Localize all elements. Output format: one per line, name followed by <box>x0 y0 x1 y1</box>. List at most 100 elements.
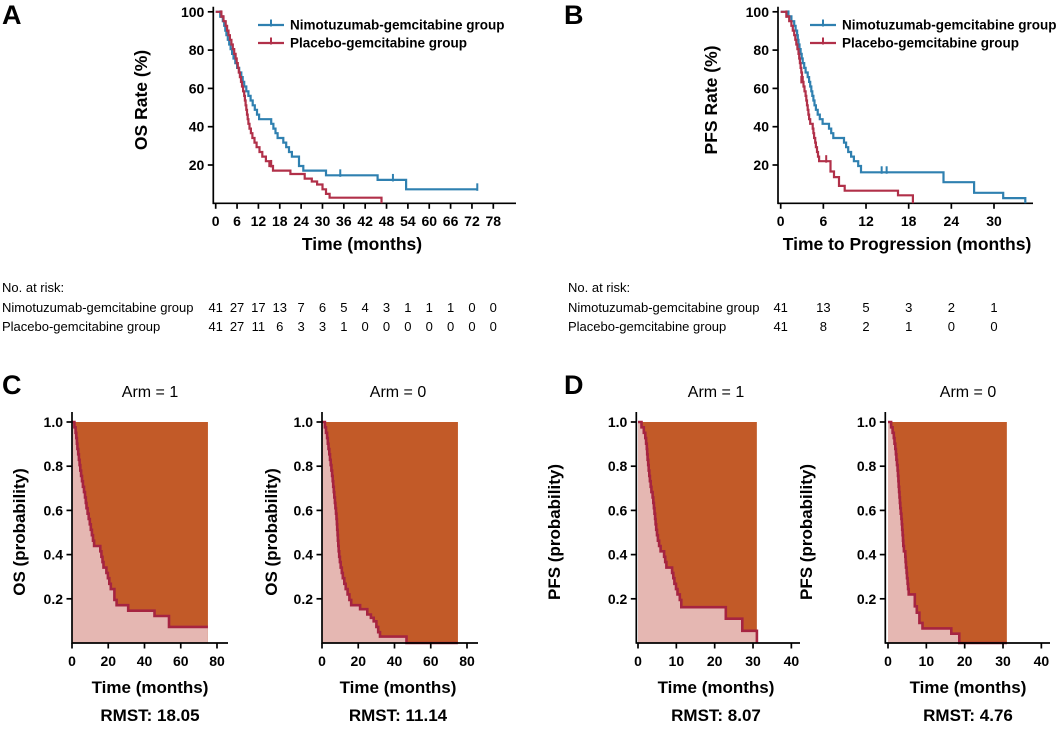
x-axis-title: Time (months) <box>340 678 457 697</box>
svg-text:1: 1 <box>340 319 347 334</box>
svg-text:72: 72 <box>464 213 480 229</box>
svg-text:20: 20 <box>350 653 366 669</box>
svg-text:5: 5 <box>862 300 869 315</box>
svg-text:5: 5 <box>340 300 347 315</box>
rmst-subplot-arm-0: 0.2 0.4 0.6 0.8 1.0 0 10 20 30 40 Arm = 0 PFS (prob… <box>797 384 1050 725</box>
svg-text:0.6: 0.6 <box>857 502 877 518</box>
risk-table-row: Nimotuzumab-gemcitabine group 41 13 5 3 2 1 <box>568 300 998 315</box>
svg-text:6: 6 <box>233 213 241 229</box>
risk-row-label: Nimotuzumab-gemcitabine group <box>2 300 193 315</box>
y-axis-title: OS (probability) <box>10 468 29 596</box>
svg-text:6: 6 <box>319 300 326 315</box>
svg-text:8: 8 <box>820 319 827 334</box>
svg-text:0: 0 <box>426 319 433 334</box>
svg-text:0: 0 <box>468 319 475 334</box>
y-axis-title: OS Rate (%) <box>131 50 151 150</box>
axes <box>772 6 1033 209</box>
svg-text:7: 7 <box>297 300 304 315</box>
svg-text:0.4: 0.4 <box>44 547 64 563</box>
svg-text:30: 30 <box>986 213 1002 229</box>
svg-text:0.8: 0.8 <box>857 458 877 474</box>
svg-text:41: 41 <box>773 300 787 315</box>
svg-text:60: 60 <box>189 80 205 96</box>
svg-text:60: 60 <box>421 213 437 229</box>
svg-text:0.4: 0.4 <box>294 547 314 563</box>
svg-text:0.4: 0.4 <box>857 547 877 563</box>
svg-text:0.4: 0.4 <box>608 547 628 563</box>
svg-text:1: 1 <box>990 300 997 315</box>
svg-text:60: 60 <box>753 80 769 96</box>
svg-text:13: 13 <box>273 300 287 315</box>
svg-text:80: 80 <box>459 653 475 669</box>
axes <box>66 412 228 649</box>
x-axis-title: Time (months) <box>910 678 1027 697</box>
svg-text:0: 0 <box>212 213 220 229</box>
y-axis-title: PFS Rate (%) <box>701 46 721 155</box>
km-series-placebo <box>215 10 383 204</box>
svg-text:3: 3 <box>297 319 304 334</box>
legend-item: Nimotuzumab-gemcitabine group <box>810 18 1056 33</box>
km-series-placebo <box>780 10 914 204</box>
svg-text:1.0: 1.0 <box>294 414 314 430</box>
risk-row-label: Nimotuzumab-gemcitabine group <box>568 300 759 315</box>
km-curve <box>215 10 383 204</box>
rmst-area-under-curve <box>72 422 208 643</box>
y-axis-title: PFS (probability) <box>797 464 816 600</box>
km-curve <box>215 10 478 191</box>
legend-item: Nimotuzumab-gemcitabine group <box>258 18 505 33</box>
svg-text:0.2: 0.2 <box>608 591 628 607</box>
axes <box>879 412 1050 649</box>
survival-curve <box>888 420 1007 645</box>
risk-row-label: Placebo-gemcitabine group <box>568 319 726 334</box>
rmst-area-under-curve <box>638 422 757 643</box>
svg-text:0.8: 0.8 <box>294 458 314 474</box>
svg-text:11: 11 <box>252 319 266 334</box>
svg-text:30: 30 <box>745 653 761 669</box>
subplot-title: Arm = 0 <box>370 384 427 401</box>
svg-text:0: 0 <box>383 319 390 334</box>
svg-text:30: 30 <box>315 213 331 229</box>
panel-a-label: A <box>2 0 22 30</box>
svg-text:0.8: 0.8 <box>44 458 64 474</box>
svg-text:48: 48 <box>379 213 395 229</box>
svg-text:60: 60 <box>423 653 439 669</box>
subplot-title: Arm = 1 <box>688 384 745 401</box>
svg-text:40: 40 <box>189 119 205 135</box>
panel-b-label: B <box>564 0 584 30</box>
svg-text:27: 27 <box>230 300 244 315</box>
svg-text:0.2: 0.2 <box>294 591 314 607</box>
svg-text:24: 24 <box>944 213 960 229</box>
svg-text:20: 20 <box>100 653 116 669</box>
svg-text:41: 41 <box>773 319 787 334</box>
svg-text:80: 80 <box>189 42 205 58</box>
svg-text:100: 100 <box>746 4 770 20</box>
svg-text:40: 40 <box>784 653 800 669</box>
subplot-title: Arm = 0 <box>940 384 997 401</box>
svg-text:0: 0 <box>634 653 642 669</box>
km-curve <box>780 10 914 204</box>
survival-curve <box>72 420 208 629</box>
legend-item: Placebo-gemcitabine group <box>258 36 467 51</box>
rmst-value-label: RMST: 4.76 <box>923 706 1013 725</box>
x-axis-title: Time (months) <box>302 234 422 254</box>
axes <box>316 412 478 649</box>
km-curve <box>780 10 1027 204</box>
svg-text:0.2: 0.2 <box>857 591 877 607</box>
rmst-area-under-curve <box>888 422 1007 643</box>
risk-table-row: Placebo-gemcitabine group 41 8 2 1 0 0 <box>568 319 998 334</box>
svg-text:20: 20 <box>753 157 769 173</box>
svg-text:1.0: 1.0 <box>44 414 64 430</box>
rmst-subplot-arm-0: 0.2 0.4 0.6 0.8 1.0 0 20 40 60 80 Arm = 0 OS (proba… <box>262 384 478 725</box>
svg-text:41: 41 <box>208 319 222 334</box>
svg-text:0: 0 <box>404 319 411 334</box>
svg-text:41: 41 <box>208 300 222 315</box>
legend-label: Nimotuzumab-gemcitabine group <box>290 18 505 33</box>
svg-text:1: 1 <box>447 300 454 315</box>
svg-text:2: 2 <box>948 300 955 315</box>
svg-text:20: 20 <box>189 157 205 173</box>
y-axis-title: OS (probability) <box>262 468 281 596</box>
svg-text:0.6: 0.6 <box>608 502 628 518</box>
svg-text:3: 3 <box>383 300 390 315</box>
svg-text:40: 40 <box>387 653 403 669</box>
